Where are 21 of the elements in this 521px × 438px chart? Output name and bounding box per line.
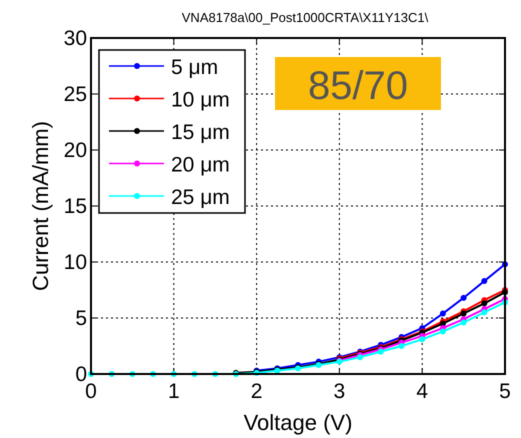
y-tick-label: 10 [64,251,87,274]
x-tick-label: 4 [416,380,428,403]
x-tick-label: 2 [250,380,262,403]
y-tick-label: 5 [75,307,87,330]
x-tick-label: 1 [168,380,180,403]
y-axis-title: Current (mA/mm) [28,121,53,291]
y-tick-label: 20 [64,139,87,162]
legend-label: 20 μm [171,154,230,176]
x-tick-label: 3 [334,380,346,403]
legend-label: 15 μm [171,121,230,144]
legend-label: 10 μm [171,88,230,112]
legend-label: 25 μm [171,186,230,209]
chart-title: VNA8178a\00_Post1000CRTA\X11Y13C1\ [182,10,429,25]
y-tick-label: 0 [75,363,87,386]
annotation: 85/70 [308,64,408,108]
x-axis-title: Voltage (V) [244,410,352,435]
y-tick-label: 30 [64,27,87,50]
legend-label: 5 μm [171,56,218,79]
x-tick-label: 5 [499,380,511,403]
y-tick-label: 25 [64,83,87,106]
y-tick-label: 15 [64,195,87,218]
